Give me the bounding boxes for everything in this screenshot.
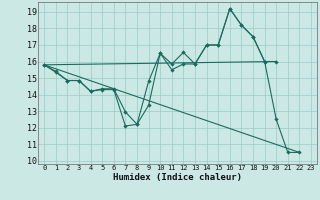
X-axis label: Humidex (Indice chaleur): Humidex (Indice chaleur) xyxy=(113,173,242,182)
